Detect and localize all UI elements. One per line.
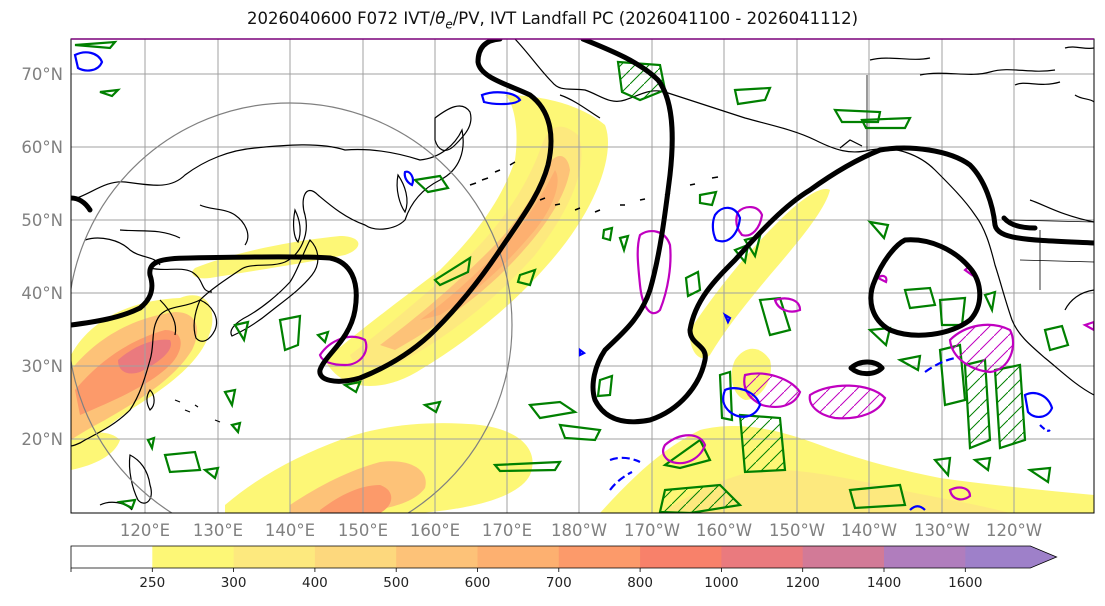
pc-contour-closed bbox=[1001, 215, 1038, 231]
lon-label: 130°E bbox=[193, 521, 243, 540]
colorbar-label: 800 bbox=[627, 575, 653, 591]
coastlines bbox=[71, 39, 1094, 511]
colorbar-segment bbox=[152, 546, 235, 568]
colorbar-label: 500 bbox=[383, 575, 409, 591]
colorbar: 250 300 400 500 600 700 800 1000 1200 1400 1600 bbox=[70, 545, 1058, 591]
lon-label: 180°W bbox=[551, 521, 607, 540]
lon-label: 170°W bbox=[624, 521, 680, 540]
colorbar-label: 700 bbox=[546, 575, 572, 591]
lon-label: 140°W bbox=[841, 521, 897, 540]
lon-label: 150°E bbox=[338, 521, 388, 540]
colorbar-segment bbox=[640, 546, 722, 568]
pc-contours bbox=[71, 39, 1094, 425]
theta-e-contours bbox=[74, 40, 1070, 513]
coast-north-america bbox=[514, 39, 1094, 396]
colorbar-extend-arrow bbox=[965, 546, 1057, 568]
colorbar-segment bbox=[721, 546, 804, 568]
pc-contour-loop bbox=[868, 237, 983, 338]
lon-labels: 120°E 130°E 140°E 150°E 160°E 170°E 180°… bbox=[120, 521, 1042, 540]
colorbar-label: 300 bbox=[221, 575, 247, 591]
pc-contour-west bbox=[71, 39, 554, 384]
chart-title: 2026040600 F072 IVT/θe/PV, IVT Landfall … bbox=[246, 9, 859, 32]
colorbar-segment bbox=[396, 546, 478, 568]
colorbar-segment bbox=[314, 546, 397, 568]
lat-label: 70°N bbox=[21, 65, 63, 84]
colorbar-segment bbox=[71, 546, 153, 568]
colorbar-label: 1000 bbox=[704, 575, 738, 591]
landfall-circle bbox=[71, 102, 513, 513]
colorbar-segment bbox=[477, 546, 560, 568]
colorbar-segment bbox=[233, 546, 316, 568]
lat-labels: 70°N 60°N 50°N 40°N 30°N 20°N bbox=[21, 65, 63, 449]
colorbar-outline bbox=[70, 545, 1058, 569]
coast-asia bbox=[71, 128, 464, 447]
lon-label: 120°E bbox=[120, 521, 170, 540]
pv-positive-contours bbox=[73, 51, 1054, 511]
lon-label: 120°W bbox=[986, 521, 1042, 540]
lat-label: 20°N bbox=[21, 430, 63, 449]
colorbar-label: 600 bbox=[465, 575, 491, 591]
colorbar-label: 250 bbox=[139, 575, 165, 591]
lat-label: 30°N bbox=[21, 357, 63, 376]
lon-label: 150°W bbox=[769, 521, 825, 540]
lon-label: 170°E bbox=[482, 521, 532, 540]
map-plot-area bbox=[71, 39, 1094, 513]
lat-label: 50°N bbox=[21, 211, 63, 230]
colorbar-label: 1400 bbox=[867, 575, 901, 591]
colorbar-label: 400 bbox=[302, 575, 328, 591]
lon-label: 160°W bbox=[696, 521, 752, 540]
colorbar-segment bbox=[558, 546, 641, 568]
lat-label: 40°N bbox=[21, 284, 63, 303]
pc-contour-central bbox=[580, 39, 1094, 425]
lon-label: 160°E bbox=[410, 521, 460, 540]
colorbar-label: 1600 bbox=[948, 575, 982, 591]
colorbar-label: 1200 bbox=[786, 575, 820, 591]
lat-label: 60°N bbox=[21, 138, 63, 157]
colorbar-segment bbox=[884, 546, 966, 568]
lon-label: 130°W bbox=[914, 521, 970, 540]
colorbar-segment bbox=[802, 546, 885, 568]
coast-japan bbox=[230, 239, 319, 337]
lon-label: 140°E bbox=[265, 521, 315, 540]
